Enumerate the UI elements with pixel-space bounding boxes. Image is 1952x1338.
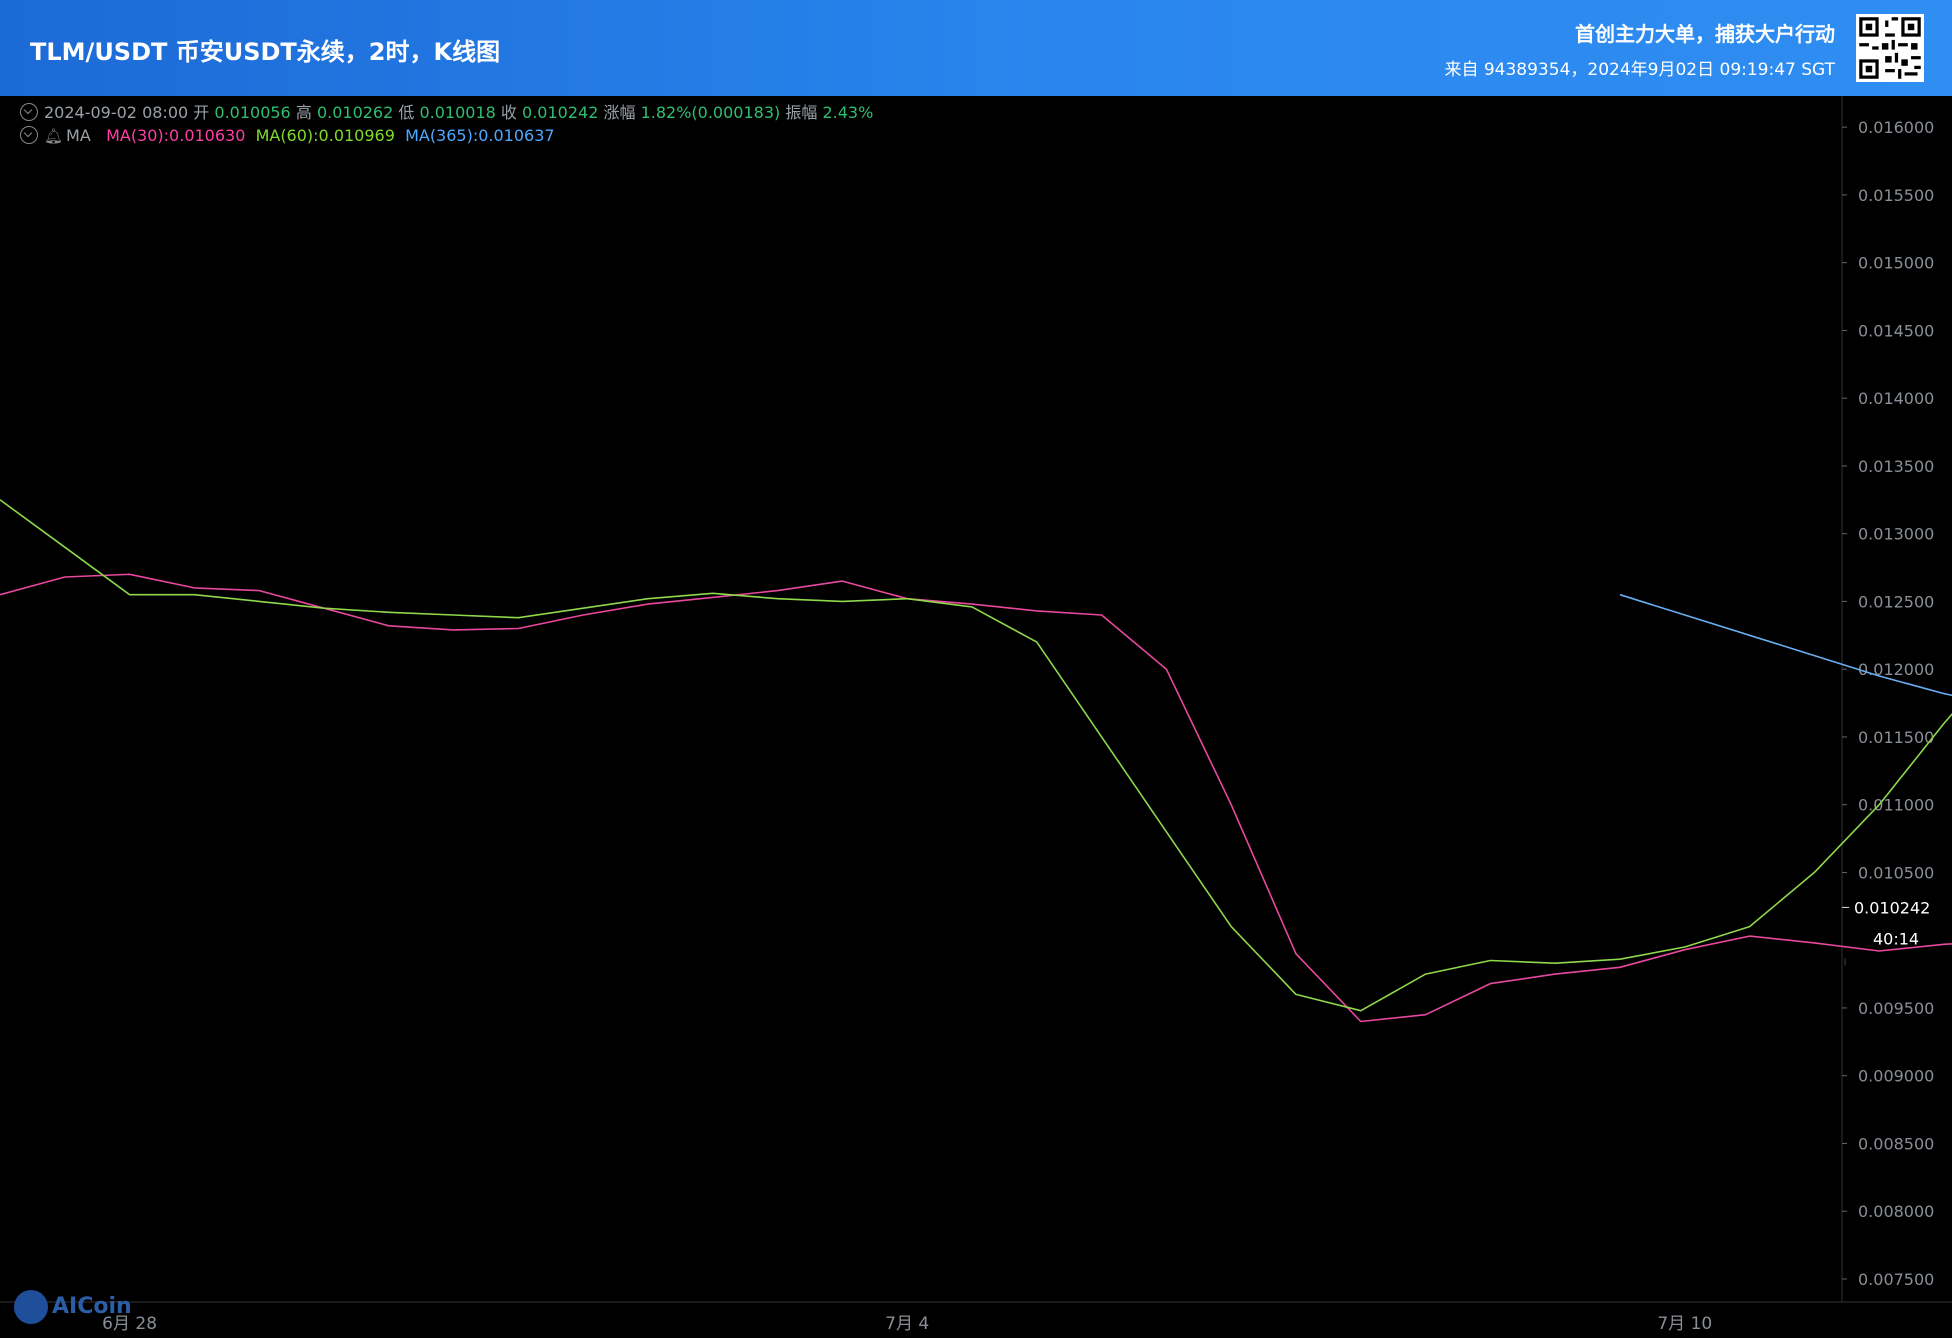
x-tick-label: 6月 28 bbox=[102, 1314, 157, 1334]
close-label: 收 bbox=[500, 103, 517, 122]
low-value: 0.010018 bbox=[419, 103, 496, 122]
close-value: 0.010242 bbox=[522, 103, 599, 122]
bell-icon[interactable]: 🔔︎ bbox=[44, 127, 64, 145]
aicoin-logo: AICoin bbox=[14, 1290, 132, 1324]
y-tick-label: 0.012000 bbox=[1858, 660, 1934, 679]
x-tick-label: 7月 4 bbox=[885, 1314, 929, 1334]
y-tick-label: 0.008500 bbox=[1858, 1134, 1934, 1153]
collapse-icon[interactable] bbox=[20, 102, 38, 121]
change-value: 1.82%(0.000183) bbox=[640, 103, 781, 122]
qr-code-icon[interactable] bbox=[1856, 14, 1924, 82]
open-value: 0.010056 bbox=[214, 103, 291, 122]
y-tick-label: 0.013000 bbox=[1858, 525, 1934, 544]
source-timestamp: 来自 94389354，2024年9月02日 09:19:47 SGT bbox=[1444, 60, 1835, 80]
y-tick-label: 0.009500 bbox=[1858, 999, 1934, 1018]
y-tick-label: 0.011500 bbox=[1858, 728, 1934, 747]
ma30-legend: MA(30):0.010630 bbox=[106, 126, 246, 145]
header-bar: TLM/USDT 币安USDT永续，2时，K线图 首创主力大单，捕获大户行动 来… bbox=[0, 0, 1952, 96]
y-tick-label: 0.015000 bbox=[1858, 254, 1934, 273]
promo-text[interactable]: 首创主力大单，捕获大户行动 bbox=[1575, 22, 1835, 46]
last-price-label: 0.010242 bbox=[1854, 898, 1930, 917]
low-label: 低 bbox=[398, 103, 415, 122]
ma-legend-row: 🔔︎ MA MA(30):0.010630 MA(60):0.010969 MA(… bbox=[20, 125, 555, 146]
y-tick-label: 0.007500 bbox=[1858, 1270, 1934, 1289]
y-tick-label: 0.015500 bbox=[1858, 186, 1934, 205]
y-tick-label: 0.009000 bbox=[1858, 1067, 1934, 1086]
x-tick-label: 7月 10 bbox=[1657, 1314, 1712, 1334]
ma60-line bbox=[0, 499, 1952, 1012]
y-tick-label: 0.014500 bbox=[1858, 321, 1934, 340]
ma30-line bbox=[0, 573, 1952, 1023]
y-tick-label: 0.016000 bbox=[1858, 118, 1934, 137]
change-label: 涨幅 bbox=[603, 103, 636, 122]
high-label: 高 bbox=[295, 103, 312, 122]
y-tick-label: 0.008000 bbox=[1858, 1202, 1934, 1221]
ma-label[interactable]: MA bbox=[66, 126, 91, 145]
y-tick-label: 0.013500 bbox=[1858, 457, 1934, 476]
y-tick-label: 0.010500 bbox=[1858, 863, 1934, 882]
chart-title: TLM/USDT 币安USDT永续，2时，K线图 bbox=[30, 38, 501, 66]
amplitude-label: 振幅 bbox=[785, 103, 818, 122]
open-label: 开 bbox=[193, 103, 210, 122]
y-tick-label: 0.012500 bbox=[1858, 592, 1934, 611]
ma365-legend: MA(365):0.010637 bbox=[405, 126, 555, 145]
y-tick-label: 0.011000 bbox=[1858, 796, 1934, 815]
ohlc-info-row: 2024-09-02 08:00 开 0.010056 高 0.010262 低… bbox=[20, 99, 873, 123]
candle-datetime: 2024-09-02 08:00 bbox=[44, 103, 189, 122]
amplitude-value: 2.43% bbox=[822, 103, 874, 122]
countdown-label: 40:14 bbox=[1873, 929, 1919, 948]
aicoin-logo-icon bbox=[14, 1290, 48, 1324]
collapse-icon[interactable] bbox=[20, 125, 38, 144]
price-chart[interactable]: 0.007500 0.008000 0.008500 0.009000 0.009500… bbox=[0, 96, 1952, 1338]
high-value: 0.010262 bbox=[316, 103, 394, 122]
y-tick-label: 0.014000 bbox=[1858, 389, 1934, 408]
ma60-legend: MA(60):0.010969 bbox=[255, 126, 395, 145]
